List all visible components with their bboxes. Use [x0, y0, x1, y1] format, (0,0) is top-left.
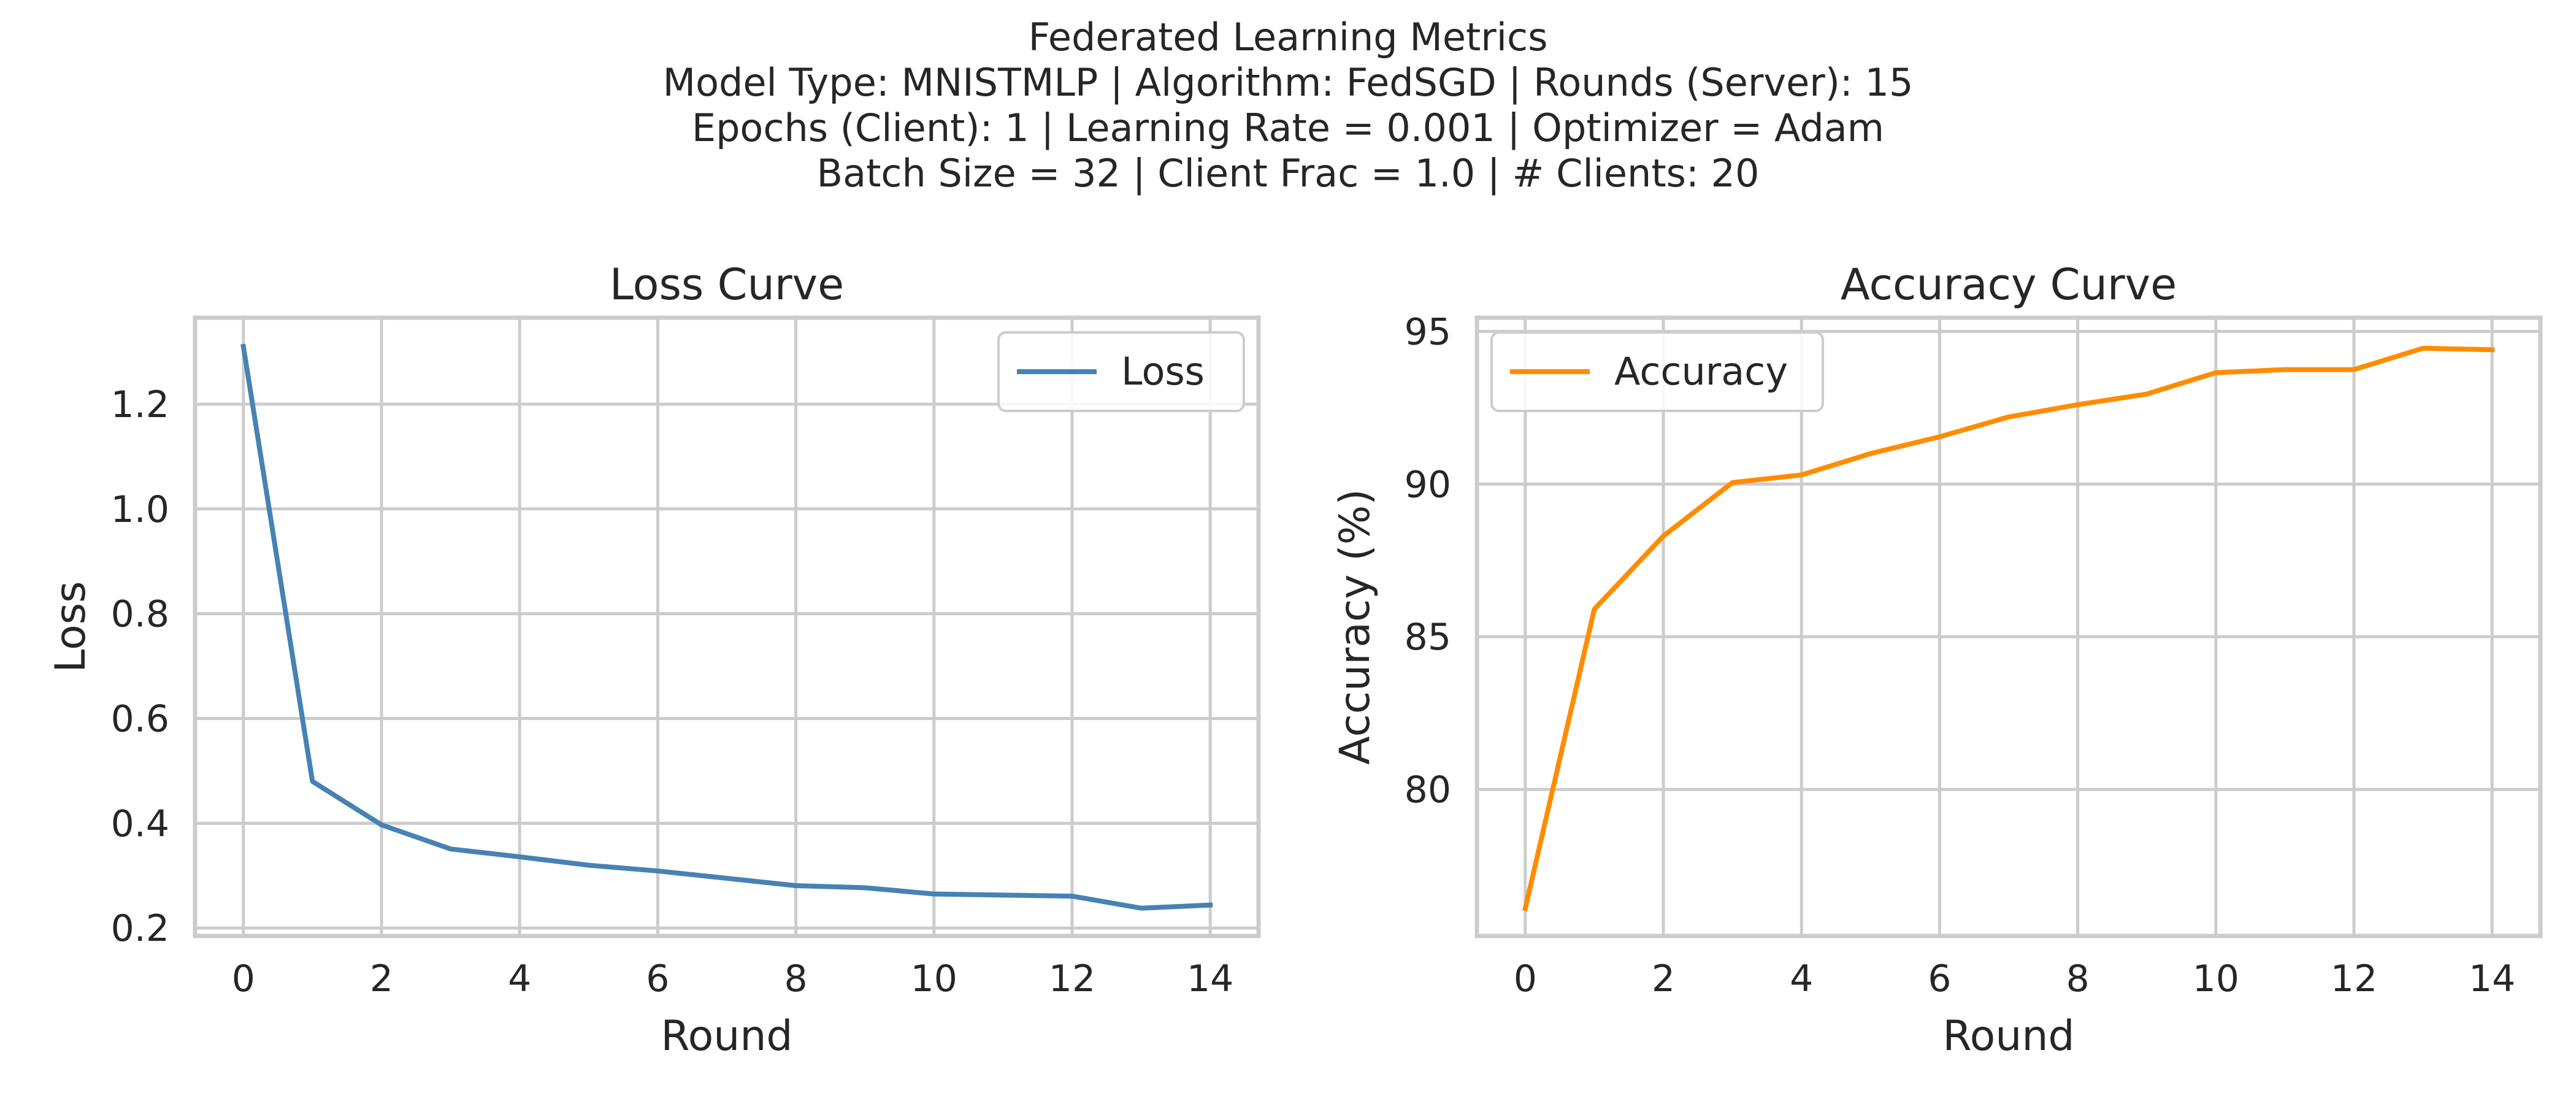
- loss-chart-title: Loss Curve: [610, 259, 844, 310]
- accuracy-y-tick-label: 95: [1405, 310, 1451, 353]
- loss-x-tick-label: 2: [370, 957, 393, 1000]
- accuracy-x-tick-label: 12: [2331, 957, 2377, 1000]
- loss-x-tick-label: 8: [784, 957, 808, 1000]
- accuracy-y-tick-label: 90: [1405, 463, 1451, 506]
- loss-x-tick-label: 6: [646, 957, 669, 1000]
- loss-plot-frame: [193, 315, 1261, 938]
- loss-y-axis-label: Loss: [47, 581, 95, 672]
- suptitle-line-1: Federated Learning Metrics: [1028, 15, 1548, 59]
- accuracy-legend-box: [1490, 331, 1824, 412]
- accuracy-x-tick-label: 2: [1652, 957, 1675, 1000]
- accuracy-x-tick-label: 4: [1790, 957, 1813, 1000]
- loss-x-tick-label: 10: [911, 957, 957, 1000]
- accuracy-y-axis-label: Accuracy (%): [1331, 489, 1379, 765]
- loss-y-tick-label: 0.4: [111, 802, 169, 845]
- accuracy-x-tick-label: 8: [2066, 957, 2090, 1000]
- accuracy-chart-title: Accuracy Curve: [1841, 259, 2177, 310]
- loss-legend-box: [997, 331, 1245, 412]
- accuracy-series-line: [1522, 345, 2495, 911]
- accuracy-y-tick-label: 80: [1405, 769, 1451, 811]
- loss-y-tick-label: 0.6: [111, 697, 169, 740]
- loss-x-tick-label: 12: [1049, 957, 1095, 1000]
- accuracy-y-tick-label: 85: [1405, 616, 1451, 659]
- loss-x-axis-label: Round: [661, 1012, 792, 1060]
- loss-y-tick-label: 1.0: [111, 488, 169, 531]
- loss-y-tick-label: 0.8: [111, 593, 169, 636]
- suptitle-line-2: Model Type: MNISTMLP | Algorithm: FedSGD…: [662, 60, 1914, 105]
- loss-chart: 0 2 4 6 8 10 12 14 0.2 0.4 0.6 0.8 1.0 1.2 Round Loss Lo…: [47, 259, 1261, 1060]
- loss-y-tick-label: 1.2: [111, 383, 169, 426]
- accuracy-x-axis-label: Round: [1942, 1012, 2074, 1060]
- loss-legend-label: Loss: [1121, 349, 1205, 394]
- loss-x-tick-label: 0: [232, 957, 255, 1000]
- accuracy-x-tick-label: 10: [2193, 957, 2239, 1000]
- loss-legend: Loss: [997, 331, 1245, 412]
- loss-y-tick-label: 0.2: [111, 907, 169, 950]
- accuracy-plot-frame: [1474, 315, 2543, 938]
- accuracy-x-tick-label: 6: [1928, 957, 1951, 1000]
- loss-x-tick-label: 14: [1187, 957, 1233, 1000]
- accuracy-chart: 0 2 4 6 8 10 12 14 80 85 90 95 Round Accuracy (%) Accu…: [1331, 259, 2543, 1060]
- accuracy-x-tick-label: 14: [2469, 957, 2515, 1000]
- suptitle-line-3: Epochs (Client): 1 | Learning Rate = 0.0…: [691, 105, 1885, 150]
- loss-x-tick-label: 4: [508, 957, 531, 1000]
- accuracy-legend-label: Accuracy: [1614, 349, 1788, 394]
- figure-suptitle: Federated Learning Metrics Model Type: M…: [0, 15, 2576, 196]
- accuracy-legend: Accuracy: [1490, 331, 1824, 412]
- accuracy-x-tick-label: 0: [1514, 957, 1537, 1000]
- suptitle-line-4: Batch Size = 32 | Client Frac = 1.0 | # …: [816, 151, 1760, 196]
